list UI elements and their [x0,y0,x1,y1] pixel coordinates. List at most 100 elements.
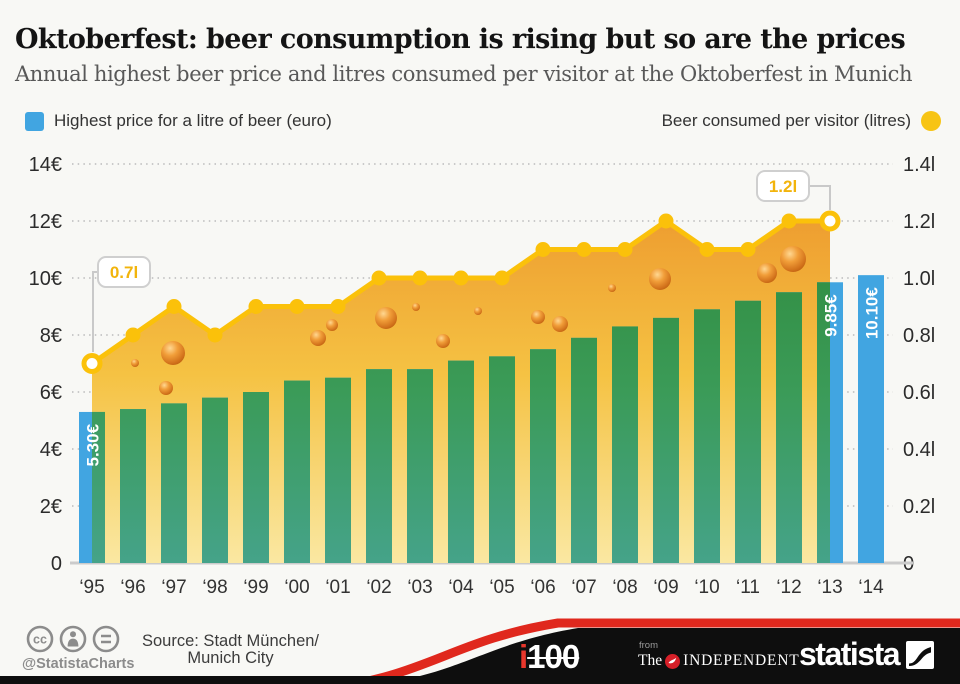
left-axis-tick: 0 [51,553,62,575]
litres-point-00 [289,299,305,314]
x-axis-label-02: ‘02 [366,577,391,598]
independent-eagle-icon [665,653,681,669]
litres-point-11 [740,242,756,257]
price-bar-shaded [694,309,720,563]
beer-bubble [131,359,139,367]
litres-point-98 [207,327,223,343]
cc-nd-icon [92,625,120,653]
litres-point-04 [453,270,469,286]
beer-bubble [474,307,482,315]
x-axis-label-95: ‘95 [79,577,104,598]
right-axis-tick: 1.2l [903,211,935,233]
footer-bottom-bar [0,676,960,684]
litres-legend-label: Beer consumed per visitor (litres) [661,111,911,130]
bar-value-label: 9.85€ [822,294,841,337]
price-bar-shaded [817,282,830,563]
litres-point-97 [166,299,182,314]
right-axis-tick: 0.4l [903,439,935,461]
x-axis-label-08: ‘08 [612,577,637,598]
source-line-1: Source: Stadt München/ [141,632,320,650]
price-bar-shaded [120,409,146,563]
beer-bubble [436,334,450,348]
left-axis-tick: 2€ [40,496,62,518]
right-axis-tick: 1.4l [903,154,935,176]
price-bar-shaded [92,411,105,563]
independent-the: The [638,652,663,669]
legend-litres: Beer consumed per visitor (litres) [662,111,941,131]
beer-bubble [608,284,616,292]
x-axis-label-97: ‘97 [161,577,186,598]
beer-bubble [159,381,173,395]
x-axis-label-98: ‘98 [202,577,227,598]
litres-point-96 [125,327,141,343]
price-bar-shaded [243,392,269,563]
price-bar-shaded [571,337,597,563]
beer-bubble [757,263,777,283]
price-bar-shaded [653,317,679,563]
beer-bubble [375,307,397,329]
x-axis-label-06: ‘06 [530,577,555,598]
statista-logo: statista [799,636,935,673]
price-legend-swatch [25,111,44,131]
statista-charts-handle: @StatistaCharts [22,656,135,672]
statista-wordmark: statista [799,636,901,672]
bar-value-label: 10.10€ [863,287,882,340]
beer-bubble [552,316,568,332]
x-axis-label-04: ‘04 [448,577,474,598]
x-axis-label-03: ‘03 [407,577,432,598]
from-label: from [639,640,658,651]
x-axis-label-13: ‘13 [817,577,842,598]
litres-point-06 [535,242,551,257]
right-axis-tick: 1.0l [903,268,935,290]
legend-price: Highest price for a litre of beer (euro) [25,111,332,131]
bar-value-label: 5.30€ [84,423,103,466]
page-subtitle: Annual highest beer price and litres con… [15,62,913,86]
x-axis-label-12: ‘12 [776,577,801,598]
price-bar-shaded [366,369,392,563]
x-axis-label-01: ‘01 [325,577,350,598]
price-bar-shaded [202,397,228,563]
x-axis-label-96: ‘96 [120,577,145,598]
statista-flag-icon [906,640,935,669]
left-axis-tick: 10€ [29,268,62,290]
x-axis-label-99: ‘99 [243,577,268,598]
callout-label: 0.7l [110,263,138,282]
price-bar-shaded [284,380,310,563]
i100-number: 100 [527,638,580,675]
x-axis-label-09: ‘09 [653,577,678,598]
callout-box [97,256,151,288]
litres-point-13 [819,210,841,232]
litres-point-03 [412,270,428,286]
combo-chart: 14€ 1.4l 12€ 1.2l 10€ 1.0l 8€ 0.8l 6€ 0.6l 4€ 0.4l 2… [29,154,936,598]
right-axis-tick: 0.8l [903,325,935,347]
cc-by-icon [59,625,87,653]
litres-legend-swatch [921,111,941,131]
left-axis-tick: 6€ [40,382,62,404]
page-title: Oktoberfest: beer consumption is rising … [15,24,906,55]
independent-logo: from The INDEPENDENT [638,640,800,670]
callout-label: 1.2l [769,177,797,196]
litres-point-10 [699,242,715,257]
price-bar-shaded [735,300,761,563]
left-axis-tick: 8€ [40,325,62,347]
price-bar-shaded [407,369,433,563]
litres-point-08 [617,242,633,257]
beer-bubble [326,319,338,331]
price-bar-14 [858,275,884,563]
litres-point-99 [248,299,264,314]
x-axis-label-07: ‘07 [571,577,596,598]
beer-bubble [161,341,185,365]
litres-point-02 [371,270,387,286]
left-axis-tick: 4€ [40,439,62,461]
svg-text:cc: cc [33,633,47,647]
x-axis-label-11: ‘11 [736,577,760,598]
beer-bubble [412,303,420,311]
right-axis-tick: 0.2l [903,496,935,518]
price-legend-label: Highest price for a litre of beer (euro) [54,111,332,130]
footer: cc @StatistaCharts Source: Stadt München… [0,614,960,684]
price-bar-shaded [530,349,556,563]
litres-point-07 [576,242,592,257]
left-axis-tick: 14€ [29,154,62,176]
x-axis-label-05: ‘05 [489,577,514,598]
